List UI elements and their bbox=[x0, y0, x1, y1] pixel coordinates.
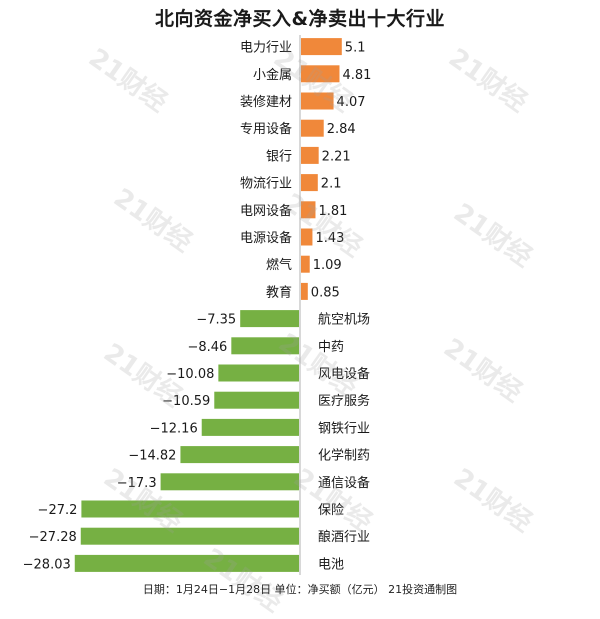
category-label: 风电设备 bbox=[318, 366, 370, 382]
category-label: 装修建材 bbox=[240, 95, 292, 110]
bar-16 bbox=[180, 446, 299, 464]
value-label: 5.1 bbox=[345, 41, 366, 56]
category-label: 银行 bbox=[266, 149, 292, 164]
bar-9 bbox=[301, 255, 310, 273]
bar-8 bbox=[301, 228, 313, 246]
value-label: −27.2 bbox=[38, 503, 78, 518]
value-label: 4.81 bbox=[342, 68, 371, 83]
bar-11 bbox=[240, 310, 299, 328]
category-label: 电力行业 bbox=[240, 41, 292, 56]
category-label: 电池 bbox=[318, 557, 344, 572]
value-label: 2.21 bbox=[322, 149, 351, 164]
value-label: −10.59 bbox=[162, 394, 210, 409]
value-label: 2.84 bbox=[327, 122, 356, 137]
value-label: −12.16 bbox=[150, 421, 198, 436]
bar-18 bbox=[81, 500, 300, 518]
bar-14 bbox=[214, 391, 299, 409]
bar-2 bbox=[301, 65, 340, 83]
source-note: 日期：1月24日−1月28日 单位：净买额（亿元） 21投资通制图 bbox=[142, 583, 458, 596]
bar-19 bbox=[80, 527, 299, 545]
bar-17 bbox=[160, 473, 299, 491]
bar-12 bbox=[231, 337, 299, 355]
category-label: 酿酒行业 bbox=[318, 529, 370, 545]
category-label: 化学制药 bbox=[318, 448, 370, 464]
value-label: −27.28 bbox=[29, 530, 77, 545]
category-label: 钢铁行业 bbox=[318, 421, 370, 436]
bar-10 bbox=[301, 282, 308, 300]
value-label: −10.08 bbox=[166, 367, 214, 382]
value-label: −8.46 bbox=[187, 340, 227, 355]
bar-6 bbox=[301, 174, 318, 192]
value-label: 0.85 bbox=[311, 285, 340, 300]
category-label: 教育 bbox=[266, 284, 292, 300]
bar-chart: 电力行业 5.1 小金属 4.81 装修建材 4.07 专用设备 2.84 银行 2.21 物流行业… bbox=[23, 35, 371, 575]
category-label: 专用设备 bbox=[240, 121, 292, 137]
value-label: −7.35 bbox=[196, 313, 236, 328]
category-label: 航空机场 bbox=[318, 312, 370, 328]
category-label: 中药 bbox=[318, 340, 344, 355]
bar-5 bbox=[301, 146, 319, 164]
value-label: 1.81 bbox=[318, 204, 347, 219]
value-label: 1.09 bbox=[313, 258, 342, 273]
value-label: −28.03 bbox=[23, 557, 71, 572]
value-label: −14.82 bbox=[128, 449, 176, 464]
value-label: 4.07 bbox=[337, 95, 366, 110]
value-label: −17.3 bbox=[117, 476, 157, 491]
bar-7 bbox=[301, 201, 316, 219]
category-label: 电源设备 bbox=[240, 230, 292, 246]
value-label: 2.1 bbox=[321, 177, 342, 192]
bar-1 bbox=[301, 38, 342, 56]
category-label: 通信设备 bbox=[318, 475, 370, 491]
bar-20 bbox=[74, 554, 299, 572]
bar-4 bbox=[301, 119, 324, 137]
bar-3 bbox=[301, 92, 334, 110]
category-label: 物流行业 bbox=[240, 177, 292, 192]
category-label: 电网设备 bbox=[240, 203, 292, 219]
chart-title: 北向资金净买入&净卖出十大行业 bbox=[154, 8, 446, 30]
bar-15 bbox=[201, 418, 299, 436]
bar-13 bbox=[218, 364, 299, 382]
category-label: 保险 bbox=[318, 503, 344, 518]
value-label: 1.43 bbox=[315, 231, 344, 246]
category-label: 医疗服务 bbox=[318, 393, 370, 409]
category-label: 燃气 bbox=[266, 257, 292, 273]
category-label: 小金属 bbox=[253, 67, 292, 83]
